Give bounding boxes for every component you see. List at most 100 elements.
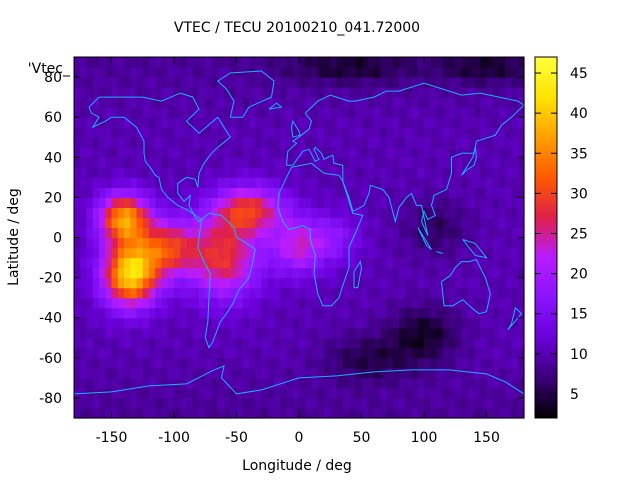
heatmap-cell [280, 337, 288, 349]
heatmap-cell [349, 247, 356, 259]
heatmap-cell [367, 297, 375, 309]
heatmap-cell [99, 217, 106, 229]
heatmap-cell [492, 257, 500, 269]
heatmap-cell [311, 127, 319, 138]
heatmap-cell [517, 67, 525, 78]
heatmap-cell [311, 207, 319, 219]
heatmap-cell [436, 347, 444, 359]
heatmap-cell [424, 257, 431, 269]
heatmap-cell [467, 107, 475, 118]
heatmap-cell [442, 287, 450, 299]
heatmap-cell [467, 407, 475, 419]
heatmap-cell [349, 127, 356, 138]
heatmap-cell [336, 197, 344, 209]
heatmap-cell [267, 257, 275, 269]
heatmap-cell [192, 317, 200, 329]
heatmap-cell [186, 157, 194, 168]
heatmap-cell [430, 247, 438, 259]
heatmap-cell [280, 97, 288, 108]
heatmap-cell [392, 377, 400, 389]
heatmap-cell [299, 227, 306, 239]
heatmap-cell [242, 397, 250, 409]
heatmap-cell [236, 247, 244, 259]
heatmap-cell [142, 307, 150, 319]
heatmap-cell [186, 147, 194, 158]
heatmap-cell [330, 387, 338, 399]
heatmap-cell [430, 167, 438, 178]
heatmap-cell [411, 347, 419, 359]
heatmap-cell [511, 77, 519, 88]
heatmap-cell [361, 277, 369, 289]
heatmap-cell [192, 247, 200, 259]
heatmap-cell [474, 287, 481, 299]
heatmap-cell [449, 197, 456, 209]
heatmap-cell [136, 107, 144, 118]
heatmap-cell [130, 307, 138, 319]
heatmap-cell [99, 387, 106, 399]
heatmap-cell [105, 287, 113, 299]
heatmap-cell [374, 207, 381, 219]
heatmap-cell [380, 197, 388, 209]
heatmap-cell [224, 247, 231, 259]
heatmap-cell [430, 317, 438, 329]
heatmap-cell [505, 267, 513, 279]
heatmap-cell [130, 327, 138, 339]
heatmap-cell [486, 317, 494, 329]
heatmap-cell [74, 307, 81, 319]
heatmap-cell [349, 67, 356, 78]
heatmap-cell [505, 307, 513, 319]
heatmap-cell [105, 217, 113, 229]
heatmap-cell [324, 387, 331, 399]
heatmap-cell [117, 287, 125, 299]
heatmap-cell [411, 297, 419, 309]
x-axis-ticks: -150 -100 -50 0 50 100 150 [96, 57, 500, 446]
heatmap-cell [424, 167, 431, 178]
heatmap-cell [449, 287, 456, 299]
colorbar-tick-label: 5 [570, 387, 579, 403]
heatmap-cell [355, 287, 363, 299]
heatmap-cell [124, 97, 131, 108]
heatmap-cell [167, 207, 175, 219]
heatmap-cell [267, 147, 275, 158]
heatmap-cell [367, 347, 375, 359]
heatmap-cell [261, 367, 269, 379]
heatmap-cell [505, 367, 513, 379]
heatmap-cell [230, 137, 238, 148]
heatmap-cell [249, 147, 256, 158]
heatmap-cell [455, 397, 463, 409]
heatmap-cell [380, 107, 388, 118]
heatmap-cell [405, 227, 413, 239]
heatmap-cell [242, 197, 250, 209]
heatmap-cell [467, 337, 475, 349]
heatmap-cell [442, 107, 450, 118]
heatmap-cell [330, 287, 338, 299]
heatmap-cell [324, 277, 331, 289]
heatmap-cell [355, 387, 363, 399]
heatmap-cell [205, 157, 213, 168]
heatmap-cell [174, 407, 181, 419]
heatmap-cell [355, 207, 363, 219]
heatmap-cell [230, 197, 238, 209]
heatmap-cell [274, 197, 281, 209]
heatmap-cell [311, 177, 319, 188]
heatmap-cell [224, 407, 231, 419]
heatmap-cell [455, 67, 463, 78]
heatmap-cell [249, 277, 256, 289]
heatmap-cell [230, 87, 238, 98]
heatmap-cell [424, 277, 431, 289]
heatmap-cell [374, 327, 381, 339]
heatmap-cell [299, 237, 306, 249]
heatmap-cell [299, 317, 306, 329]
heatmap-cell [480, 57, 488, 68]
heatmap-cell [230, 157, 238, 168]
heatmap-cell [292, 107, 300, 118]
heatmap-cell [199, 217, 206, 229]
heatmap-cell [149, 387, 156, 399]
heatmap-cell [517, 347, 525, 359]
heatmap-cell [292, 307, 300, 319]
x-axis-label: Longitude / deg [242, 458, 352, 474]
heatmap-cell [430, 337, 438, 349]
heatmap-cell [124, 147, 131, 158]
heatmap-cell [342, 277, 350, 289]
